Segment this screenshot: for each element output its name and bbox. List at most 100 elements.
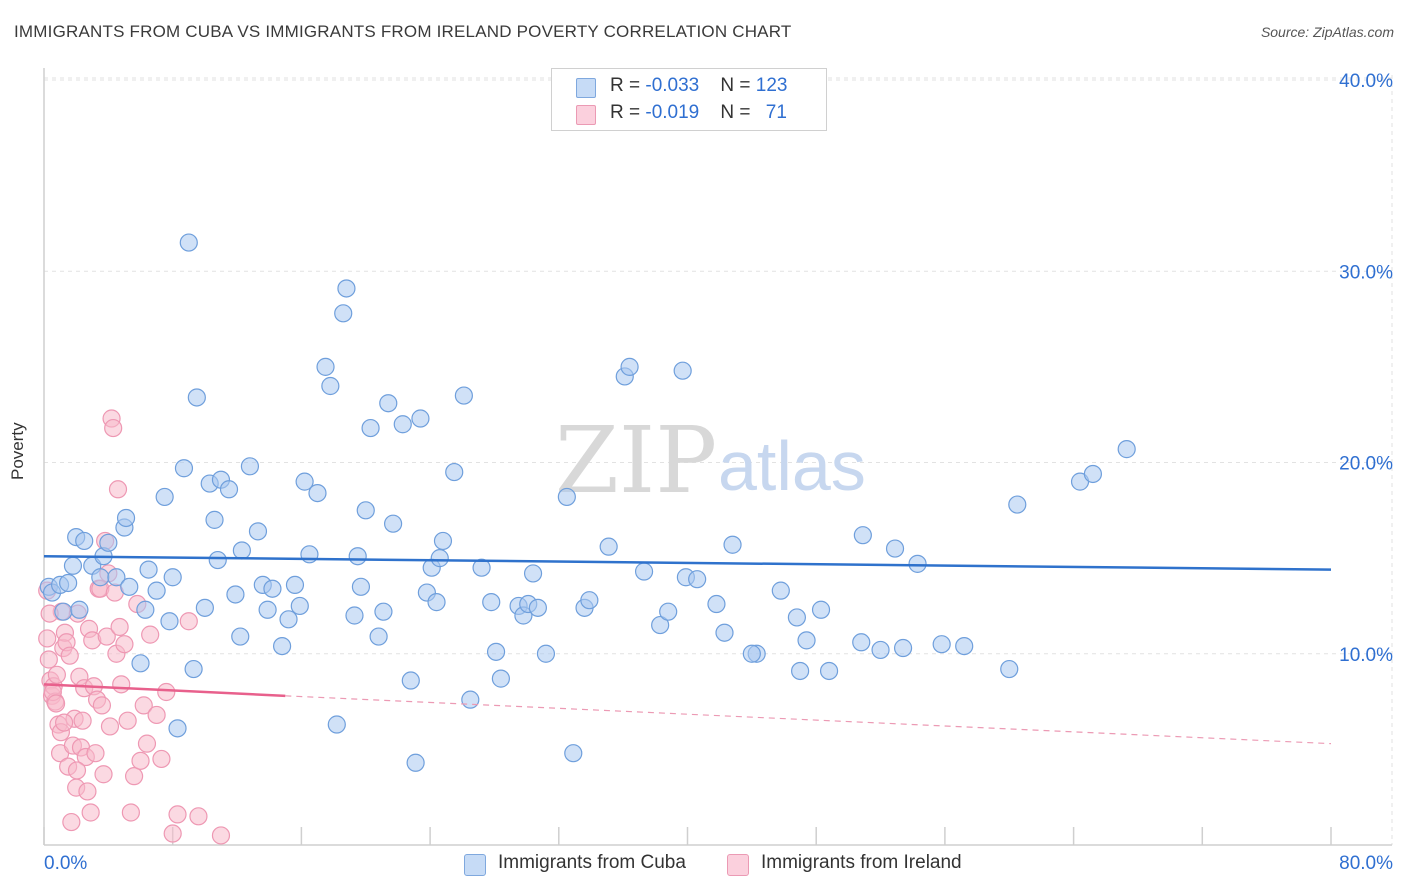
cuba-point xyxy=(334,304,353,323)
cuba-point xyxy=(179,233,198,252)
y-axis-label: Poverty xyxy=(8,422,27,480)
cuba-point xyxy=(401,671,420,690)
ireland-points xyxy=(38,409,231,845)
ireland-point xyxy=(104,418,123,438)
cuba-point xyxy=(852,633,871,652)
ireland-point xyxy=(131,751,150,770)
cuba-point xyxy=(893,638,913,658)
cuba-point xyxy=(327,715,346,734)
cuba-point xyxy=(651,615,670,635)
ireland-point xyxy=(47,665,66,684)
cuba-point xyxy=(482,593,501,612)
legend-r-value: -0.033 xyxy=(645,75,700,96)
cuba-point xyxy=(771,581,790,600)
cuba-point xyxy=(454,386,473,405)
cuba-point xyxy=(433,531,453,551)
ireland-point xyxy=(168,805,187,824)
cuba-point xyxy=(430,549,449,568)
grid-lines xyxy=(44,75,1393,845)
cuba-point xyxy=(871,640,890,660)
cuba-point xyxy=(195,598,214,617)
cuba-point xyxy=(263,579,282,598)
ireland-point xyxy=(179,612,198,631)
ireland-point xyxy=(55,713,74,732)
ireland-point xyxy=(97,627,116,646)
legend-r-label: R = xyxy=(610,102,646,123)
ireland-point xyxy=(147,705,166,725)
bottom-legend-swatch-cuba xyxy=(464,854,486,876)
ireland-point xyxy=(38,629,57,648)
legend: R = -0.033 N = 123 R = -0.019 N = 71 xyxy=(551,68,827,131)
ireland-point xyxy=(141,625,160,644)
legend-swatch-cuba xyxy=(576,78,596,98)
y-tick-label: 20.0% xyxy=(1339,454,1393,475)
cuba-point xyxy=(528,598,547,617)
cuba-point xyxy=(308,484,327,503)
cuba-point xyxy=(955,636,974,656)
cuba-point xyxy=(1008,495,1027,514)
ireland-point xyxy=(211,826,231,845)
cuba-point xyxy=(369,627,388,646)
y-tick-label: 40.0% xyxy=(1339,71,1393,92)
cuba-point xyxy=(819,661,839,681)
cuba-point xyxy=(620,357,639,376)
legend-text-cuba: R = -0.033 N = 123 xyxy=(610,75,787,97)
cuba-point xyxy=(659,602,678,621)
cuba-points xyxy=(39,233,1136,772)
cuba-point xyxy=(208,550,227,570)
cuba-point xyxy=(107,568,126,587)
cuba-point xyxy=(219,480,239,499)
cuba-point xyxy=(673,361,692,380)
ireland-trend-line xyxy=(43,683,286,698)
cuba-point xyxy=(139,560,158,579)
trend-lines xyxy=(43,554,1332,745)
cuba-point xyxy=(147,581,166,600)
cuba-point xyxy=(557,487,576,507)
legend-r-value: -0.019 xyxy=(645,102,700,123)
cuba-point xyxy=(885,539,905,558)
cuba-point xyxy=(136,600,155,619)
cuba-point xyxy=(91,568,110,587)
cuba-point xyxy=(523,564,543,583)
cuba-point xyxy=(427,593,446,612)
legend-text-ireland: R = -0.019 N = 71 xyxy=(610,102,787,124)
legend-n-label: N = xyxy=(720,102,756,123)
x-tick-label: 80.0% xyxy=(1339,853,1393,874)
cuba-point xyxy=(187,388,206,407)
y-tick-label: 30.0% xyxy=(1339,262,1393,283)
ireland-point xyxy=(81,803,100,822)
cuba-point xyxy=(374,602,393,621)
cuba-point xyxy=(131,654,150,673)
cuba-point xyxy=(393,415,412,434)
cuba-point xyxy=(356,501,375,520)
ireland-point xyxy=(73,711,92,730)
ireland-point xyxy=(100,717,120,736)
ireland-point xyxy=(115,635,134,654)
chart-title: IMMIGRANTS FROM CUBA VS IMMIGRANTS FROM … xyxy=(14,22,792,41)
legend-n-label: N = xyxy=(720,75,756,96)
legend-r-label: R = xyxy=(610,75,646,96)
cuba-point xyxy=(59,573,78,593)
source-label: Source: ZipAtlas.com xyxy=(1260,24,1394,40)
cuba-point xyxy=(564,744,583,763)
cuba-point xyxy=(240,457,260,476)
bottom-legend-swatch-ireland xyxy=(727,854,749,876)
cuba-point xyxy=(908,554,927,573)
cuba-trend-line xyxy=(43,554,1332,571)
cuba-point xyxy=(120,577,139,596)
cuba-point xyxy=(54,602,73,621)
cuba-point xyxy=(791,661,810,681)
cuba-point xyxy=(116,508,136,528)
cuba-point xyxy=(321,376,340,396)
cuba-point xyxy=(486,642,506,661)
cuba-point xyxy=(1083,464,1103,484)
cuba-point xyxy=(406,753,425,772)
ireland-point xyxy=(189,807,208,826)
ireland-point xyxy=(124,767,144,786)
ireland-point xyxy=(67,761,87,780)
cuba-point xyxy=(285,575,305,595)
cuba-point xyxy=(205,510,224,529)
cuba-point xyxy=(361,418,380,438)
ireland-point xyxy=(39,650,58,669)
